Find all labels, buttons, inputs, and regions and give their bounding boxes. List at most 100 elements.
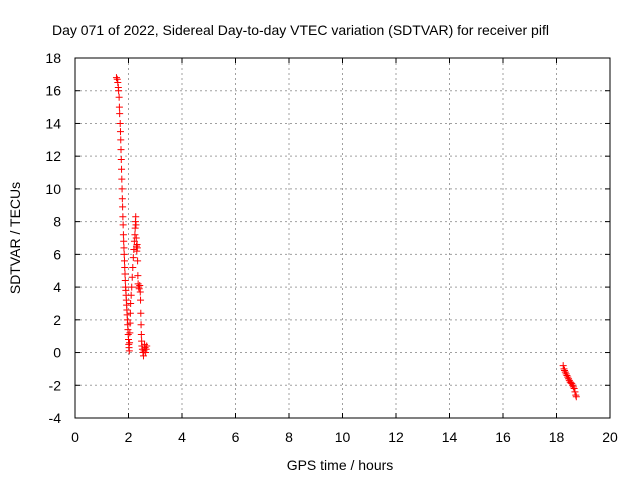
data-point [565,375,573,383]
data-point [136,281,144,289]
data-point [115,87,123,95]
data-point [125,347,133,355]
data-point [563,371,571,379]
data-point [131,224,139,232]
y-tick-label: 12 [45,148,61,164]
y-tick-label: 14 [45,115,61,131]
data-point [112,74,120,82]
data-point [570,385,578,393]
x-tick-label: 6 [232,429,240,445]
data-point [120,237,128,245]
y-axis-label: SDTVAR / TECUs [7,182,23,294]
data-point [115,103,123,111]
data-point [562,370,570,378]
data-point [115,93,123,101]
data-point [116,128,124,136]
data-point [120,257,128,265]
data-point [132,221,140,229]
x-axis-label: GPS time / hours [287,457,394,473]
data-point [569,383,577,391]
data-point [121,263,129,271]
data-point [121,277,129,285]
data-point [142,345,150,353]
data-point [133,247,141,255]
data-point [136,288,144,296]
data-point [561,368,569,376]
data-point [568,380,576,388]
axis-ticks [74,57,611,419]
y-tick-label: 10 [45,181,61,197]
data-point [129,254,137,262]
x-tick-labels: 0 2 4 6 8 10 12 14 16 18 20 [71,429,618,445]
x-tick-label: 4 [178,429,186,445]
data-point [137,309,145,317]
data-point [117,136,125,144]
data-point [129,263,137,271]
data-point [133,244,141,252]
data-point [126,339,134,347]
y-tick-label: 0 [53,345,61,361]
y-tick-labels: -4 -2 0 2 4 6 8 10 12 14 16 18 [45,50,61,426]
data-point [126,309,134,317]
data-point [560,365,568,373]
data-point [119,221,127,229]
data-point [128,283,136,291]
data-point [126,329,134,337]
data-point [118,195,126,203]
chart-title: Day 071 of 2022, Sidereal Day-to-day VTE… [52,22,549,38]
x-tick-label: 10 [335,429,351,445]
data-point [572,393,580,401]
y-tick-label: 6 [53,246,61,262]
x-tick-label: 12 [388,429,404,445]
data-point [118,185,126,193]
data-point [120,244,128,252]
data-point [118,175,126,183]
data-point [119,213,127,221]
data-point [135,285,143,293]
data-point [126,319,134,327]
data-point [120,250,128,258]
y-tick-label: 2 [53,312,61,328]
data-point [569,381,577,389]
data-point [117,146,125,154]
grid-lines [75,58,610,418]
x-tick-label: 14 [442,429,458,445]
x-tick-label: 16 [495,429,511,445]
data-point [116,110,124,118]
x-tick-label: 8 [285,429,293,445]
x-tick-label: 20 [602,429,618,445]
y-tick-label: 18 [45,50,61,66]
data-point [135,283,143,291]
data-point [134,272,142,280]
data-point [137,296,145,304]
data-point [116,119,124,127]
data-points [112,74,580,401]
data-point [128,273,136,281]
data-point [143,342,151,350]
y-tick-label: 16 [45,83,61,99]
data-point [121,270,129,278]
data-point [132,213,140,221]
x-tick-label: 0 [71,429,79,445]
data-point [127,291,135,299]
data-point [141,344,149,352]
data-point [564,373,572,381]
data-point [113,75,121,83]
data-point [119,203,127,211]
data-point [572,391,580,399]
x-tick-label: 18 [549,429,565,445]
y-tick-label: 4 [53,279,61,295]
data-point [134,257,142,265]
data-point [114,79,122,87]
data-point [127,299,135,307]
data-point [118,165,126,173]
data-point [119,231,127,239]
data-point [137,321,145,329]
x-tick-label: 2 [125,429,133,445]
y-tick-label: -2 [49,377,62,393]
data-point [571,388,579,396]
data-point [131,231,139,239]
data-point [137,331,145,339]
data-point [132,234,140,242]
